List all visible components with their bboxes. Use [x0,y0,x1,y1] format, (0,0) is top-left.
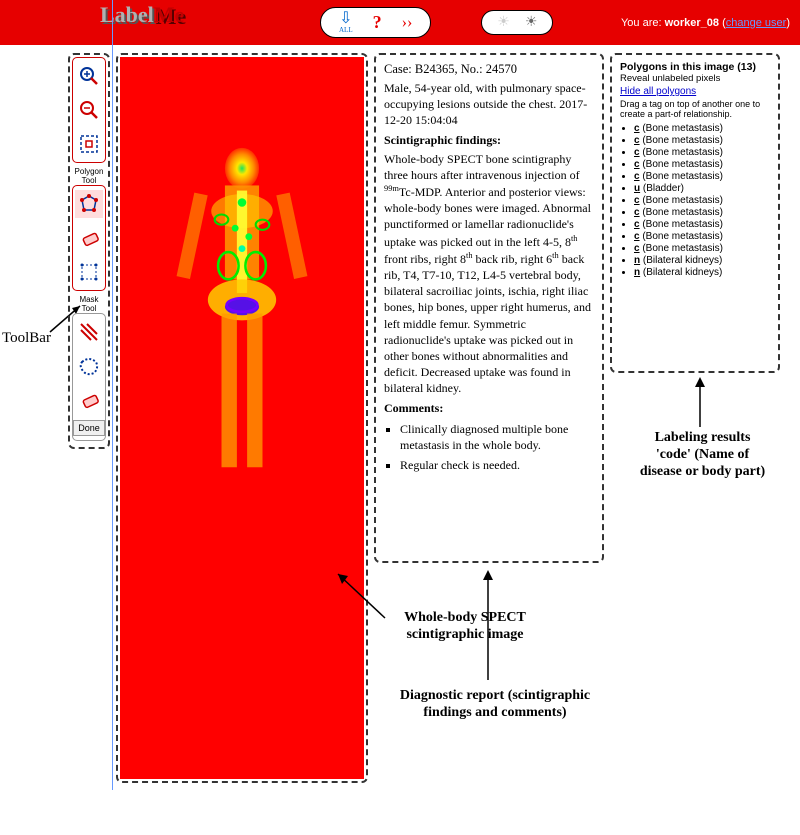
polygon-name: (Bone metastasis) [640,219,723,230]
reveal-unlabeled-link[interactable]: Reveal unlabeled pixels [620,73,720,84]
comments-title: Comments: [384,400,594,416]
mask-brush-icon[interactable] [75,318,103,346]
spect-image[interactable] [120,57,364,779]
patient-info-line: Male, 54-year old, with pulmonary space-… [384,80,594,129]
brightness-low-icon[interactable]: ☀ [497,14,510,31]
image-container [116,53,368,783]
mask-tool-group: Done [72,313,106,441]
edit-polygon-icon[interactable] [75,258,103,286]
help-icon[interactable]: ? [373,12,382,33]
zoom-tool-group [72,57,106,163]
toolbar: Polygon Tool Mask Tool [68,53,110,783]
polygons-hint: Drag a tag on top of another one to crea… [620,99,770,119]
polygon-name: (Bone metastasis) [640,135,723,146]
done-button[interactable]: Done [73,420,105,436]
polygon-tool-label: Polygon Tool [72,167,106,185]
toolbar-container: Polygon Tool Mask Tool [68,53,110,449]
polygon-name: (Bilateral kidneys) [640,267,722,278]
draw-polygon-icon[interactable] [75,190,103,218]
findings-body: Whole-body SPECT bone scintigraphy three… [384,151,594,397]
polygons-panel: Polygons in this image (13) Reveal unlab… [610,53,780,373]
username-label: worker_08 [665,17,719,29]
polygon-list-item[interactable]: c (Bone metastasis) [634,171,770,182]
polygon-name: (Bone metastasis) [640,207,723,218]
body-scan-figure [157,115,328,512]
polygon-name: (Bone metastasis) [640,159,723,170]
download-all-icon[interactable]: ⇩ ALL [339,11,353,34]
zoom-in-icon[interactable] [75,62,103,90]
left-edge-line [112,0,113,790]
polygon-name: (Bladder) [640,183,684,194]
findings-title: Scintigraphic findings: [384,132,594,148]
polygon-name: (Bilateral kidneys) [640,255,722,266]
polygon-list-item[interactable]: c (Bone metastasis) [634,135,770,146]
polygons-arrow-icon [690,372,710,432]
brightness-control[interactable]: ☀ ☀ [481,10,553,35]
polygon-list-item[interactable]: c (Bone metastasis) [634,207,770,218]
polygon-list-item[interactable]: n (Bilateral kidneys) [634,267,770,278]
polygon-list-item[interactable]: c (Bone metastasis) [634,147,770,158]
polygons-list: c (Bone metastasis)c (Bone metastasis)c … [634,123,770,278]
report-callout-label: Diagnostic report (scintigraphic finding… [385,688,605,722]
polygon-list-item[interactable]: n (Bilateral kidneys) [634,255,770,266]
polygon-name: (Bone metastasis) [640,171,723,182]
logo-text-2: Me [154,2,185,27]
polygon-list-item[interactable]: c (Bone metastasis) [634,231,770,242]
polygon-list-item[interactable]: c (Bone metastasis) [634,243,770,254]
logo-text-1: Label [100,2,154,27]
polygon-list-item[interactable]: c (Bone metastasis) [634,195,770,206]
user-info: You are: worker_08 (change user) [621,17,790,29]
polygon-list-item[interactable]: c (Bone metastasis) [634,219,770,230]
polygon-list-item[interactable]: u (Bladder) [634,183,770,194]
app-header: LabelMe ⇩ ALL ? ›› ☀ ☀ You are: worker_0… [0,0,800,45]
comment-item: Regular check is needed. [400,457,594,473]
erase-polygon-icon[interactable] [75,224,103,252]
polygon-name: (Bone metastasis) [640,231,723,242]
polygon-name: (Bone metastasis) [640,147,723,158]
mask-region-icon[interactable] [75,352,103,380]
next-icon[interactable]: ›› [402,14,413,32]
comments-list: Clinically diagnosed multiple bone metas… [400,421,594,474]
polygons-callout: Labeling results 'code' (Name of disease… [620,430,785,480]
mask-tool-label: Mask Tool [72,295,106,313]
diagnostic-report: Case: B24365, No.: 24570 Male, 54-year o… [374,53,604,563]
brightness-high-icon[interactable]: ☀ [525,14,538,31]
polygons-title: Polygons in this image (13) [620,61,770,73]
polygons-callout-line3: disease or body part) [620,464,785,481]
zoom-out-icon[interactable] [75,96,103,124]
case-id-line: Case: B24365, No.: 24570 [384,61,594,78]
polygons-callout-line1: Labeling results [620,430,785,447]
fit-icon[interactable] [75,130,103,158]
polygon-list-item[interactable]: c (Bone metastasis) [634,159,770,170]
report-arrow-icon [478,565,498,685]
polygons-callout-line2: 'code' (Name of [620,447,785,464]
mask-erase-icon[interactable] [75,386,103,414]
image-callout-label: Whole-body SPECT scintigraphic image [380,610,550,644]
change-user-link[interactable]: change user [726,17,787,29]
header-button-group: ⇩ ALL ? ›› [320,7,431,38]
polygon-name: (Bone metastasis) [640,195,723,206]
polygon-tool-group [72,185,106,291]
polygon-list-item[interactable]: c (Bone metastasis) [634,123,770,134]
hide-polygons-link[interactable]: Hide all polygons [620,86,770,97]
polygon-name: (Bone metastasis) [640,123,723,134]
comment-item: Clinically diagnosed multiple bone metas… [400,421,594,453]
polygon-name: (Bone metastasis) [640,243,723,254]
